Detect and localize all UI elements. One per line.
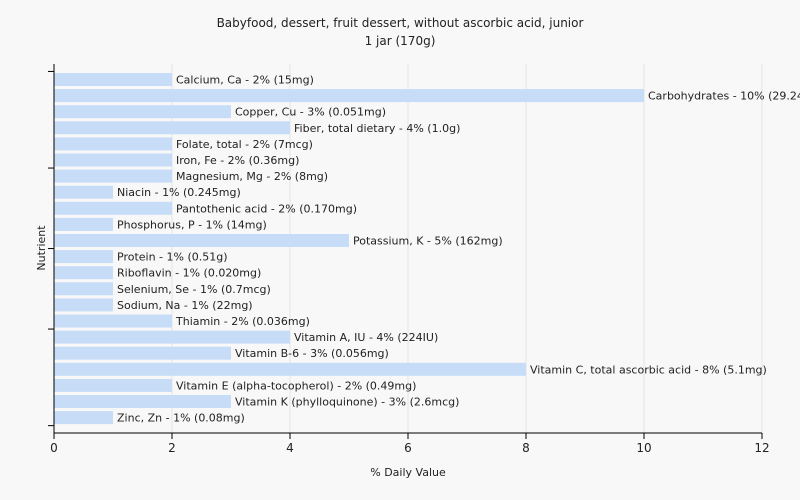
bar	[54, 298, 113, 312]
bar	[54, 185, 113, 199]
bar-label: Protein - 1% (0.51g)	[117, 251, 228, 264]
bar	[54, 362, 526, 376]
bar	[54, 137, 172, 151]
bar	[54, 73, 172, 86]
bar-label: Vitamin A, IU - 4% (224IU)	[294, 331, 438, 344]
bar	[54, 411, 113, 425]
bar-label: Carbohydrates - 10% (29.24g)	[648, 90, 800, 103]
y-axis-label: Nutrient	[35, 225, 48, 271]
bar	[54, 217, 113, 231]
bar	[54, 153, 172, 167]
bar-label: Vitamin E (alpha-tocopherol) - 2% (0.49m…	[176, 379, 416, 392]
grid	[171, 64, 763, 433]
x-tick-label: 12	[754, 441, 769, 455]
bar	[54, 234, 349, 247]
bar-label: Pantothenic acid - 2% (0.170mg)	[176, 202, 357, 215]
x-tick-label: 2	[168, 441, 176, 455]
bar	[54, 250, 113, 264]
bar	[54, 395, 231, 408]
axes: 0 2 4 6 8 10 12	[48, 64, 770, 455]
bar	[54, 201, 172, 215]
x-tick-label: 8	[522, 441, 530, 455]
bar	[54, 378, 172, 392]
bar-label: Iron, Fe - 2% (0.36mg)	[176, 154, 299, 167]
bar-label: Calcium, Ca - 2% (15mg)	[176, 74, 314, 87]
x-tick-label: 0	[50, 441, 58, 455]
bar	[54, 282, 113, 296]
bar	[54, 266, 113, 280]
bar-label: Vitamin B-6 - 3% (0.056mg)	[235, 347, 389, 360]
x-tick-label: 6	[404, 441, 412, 455]
bar-label: Fiber, total dietary - 4% (1.0g)	[294, 122, 460, 135]
chart-title: Babyfood, dessert, fruit dessert, withou…	[217, 16, 584, 30]
bar-label: Magnesium, Mg - 2% (8mg)	[176, 170, 328, 183]
bar	[54, 330, 290, 344]
x-tick-label: 10	[636, 441, 651, 455]
bar	[54, 169, 172, 183]
bar-label: Zinc, Zn - 1% (0.08mg)	[117, 412, 245, 425]
bar-label: Phosphorus, P - 1% (14mg)	[117, 218, 267, 231]
bar	[54, 105, 231, 119]
x-axis-label: % Daily Value	[370, 466, 446, 479]
bar	[54, 346, 231, 360]
bar-label: Riboflavin - 1% (0.020mg)	[117, 267, 261, 280]
bar	[54, 314, 172, 328]
bar-label: Vitamin K (phylloquinone) - 3% (2.6mcg)	[235, 396, 459, 409]
bar-label: Thiamin - 2% (0.036mg)	[175, 315, 310, 328]
bar-label: Potassium, K - 5% (162mg)	[353, 235, 503, 248]
bar	[54, 121, 290, 135]
bar-label: Sodium, Na - 1% (22mg)	[117, 299, 253, 312]
chart-subtitle: 1 jar (170g)	[365, 34, 436, 48]
bars: Calcium, Ca - 2% (15mg) Carbohydrates - 1…	[54, 73, 800, 425]
bar-label: Niacin - 1% (0.245mg)	[117, 186, 241, 199]
bar-label: Copper, Cu - 3% (0.051mg)	[235, 106, 386, 119]
bar-label: Vitamin C, total ascorbic acid - 8% (5.1…	[530, 363, 767, 376]
bar	[54, 89, 644, 103]
bar-label: Selenium, Se - 1% (0.7mcg)	[117, 283, 271, 296]
x-tick-label: 4	[286, 441, 294, 455]
bar-label: Folate, total - 2% (7mcg)	[176, 138, 313, 151]
